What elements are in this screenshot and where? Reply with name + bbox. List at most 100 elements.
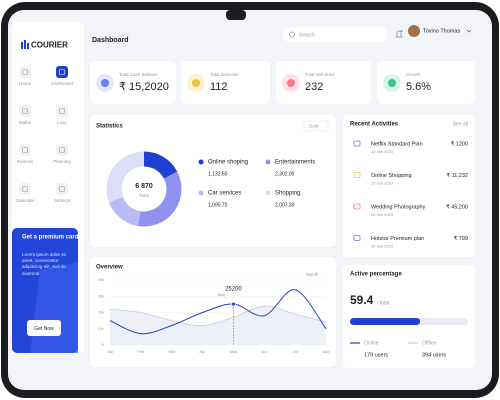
statistics-period-select[interactable] (303, 120, 329, 132)
activity-date: 12 Jan 2023 (371, 149, 394, 154)
line (109, 289, 327, 335)
active-unit: / total (377, 300, 389, 306)
promo-text: Lorem ipsum dolor sit amet, consectetur … (22, 252, 66, 276)
stat-value: 5.6% (406, 81, 431, 93)
activity-name: Online Shopping (371, 173, 412, 179)
nav-icon[interactable] (56, 105, 68, 117)
avatar[interactable] (408, 25, 420, 37)
y-tick-label: 40k (98, 277, 104, 282)
activities-panel (343, 115, 475, 257)
activity-icon (353, 140, 361, 147)
tooltip-value: 25200 (225, 287, 242, 293)
nav-glyph[interactable] (59, 108, 65, 114)
x-tick-label: May (230, 349, 238, 354)
y-tick-label: 20k (98, 310, 104, 315)
online-users: 179 users (364, 352, 388, 358)
nav-label[interactable]: Loan (57, 120, 68, 125)
legend-name: Car services (208, 191, 241, 197)
nav-icon[interactable] (19, 105, 31, 117)
search-placeholder[interactable]: Search (299, 32, 315, 38)
nav-glyph[interactable] (59, 147, 65, 153)
activities-title: Recent Activities (350, 122, 399, 128)
activity-date: 05 Jan 2023 (371, 244, 394, 249)
legend-value: 1,132.50 (208, 171, 228, 177)
stat-card (377, 61, 475, 104)
notification-dot (400, 30, 403, 32)
nav-label[interactable]: Calendar (16, 198, 35, 203)
promo-text-box: Lorem ipsum dolor sit amet, consectetur … (22, 252, 66, 276)
activity-date: 08 Jan 2023 (371, 212, 394, 217)
nav-glyph[interactable] (59, 186, 65, 192)
donut-total: 6 870 (135, 183, 153, 190)
nav-icon[interactable] (56, 66, 68, 78)
logo: COURIER (21, 40, 68, 50)
user-name[interactable]: Tovino Thomas (423, 28, 460, 34)
nav-label[interactable]: Invoices (17, 159, 34, 164)
activity-amount: ₹ 45,200 (446, 203, 468, 210)
user-chevron[interactable] (466, 29, 472, 33)
activities-link[interactable]: See all (453, 121, 468, 127)
offline-users: 394 users (422, 352, 446, 358)
promo-button[interactable] (27, 320, 61, 336)
activity-name: Wedding Photography (371, 204, 426, 210)
active-title: Active percentage (350, 272, 402, 278)
nav-label[interactable]: Home (19, 81, 32, 86)
x-tick-label: Jun (261, 349, 267, 354)
nav-icon[interactable] (19, 144, 31, 156)
stat-label: Total Withdraw (305, 72, 335, 77)
legend-dot (265, 159, 271, 165)
statistics-panel (90, 115, 336, 247)
nav-glyph[interactable] (22, 108, 28, 114)
legend-dot (198, 190, 204, 196)
stat-icon-dot (287, 79, 295, 87)
x-tick-label: Mar (168, 349, 176, 354)
nav-glyph[interactable] (59, 69, 65, 75)
stat-value: 232 (305, 81, 323, 93)
nav-icon[interactable] (19, 183, 31, 195)
nav-icon[interactable] (56, 144, 68, 156)
nav-label[interactable]: Planning (53, 159, 71, 164)
activity-amount: ₹ 11,232 (447, 172, 468, 179)
stat-value: ₹ 15,2020 (119, 81, 169, 93)
legend-name: Entertainments (275, 160, 315, 166)
nav-icon[interactable] (19, 66, 31, 78)
nav-label[interactable]: Wallet (19, 120, 32, 125)
statistics-period[interactable]: Daily (309, 124, 320, 129)
y-tick-label: 0 (102, 342, 105, 347)
offline-label: Offline (422, 340, 437, 346)
camera-notch (226, 10, 246, 20)
nav-glyph[interactable] (22, 147, 28, 153)
activity-name: Netflix Standard Plan (371, 141, 423, 147)
activity-icon (353, 172, 361, 178)
x-tick-label: Apr (199, 349, 206, 354)
search-box[interactable] (283, 27, 387, 42)
legend-dot (198, 159, 204, 165)
activity-amount: ₹ 1200 (451, 140, 468, 147)
promo-button-label[interactable]: Get Now (34, 326, 54, 332)
stat-label: Growth (406, 72, 421, 77)
statistics-title: Statistics (96, 124, 123, 130)
legend-dot (265, 190, 271, 196)
active-value: 59.4 (350, 293, 374, 307)
x-tick-label: Feb (137, 349, 145, 354)
stat-card (181, 61, 270, 104)
x-tick-label: Jul (293, 349, 298, 354)
stat-card (276, 61, 371, 104)
nav-icon[interactable] (56, 183, 68, 195)
activity-date: 10 Jan 2023 (371, 181, 394, 186)
promo-title: Get a premium card (22, 235, 79, 241)
donut-segment (108, 196, 141, 227)
nav-label[interactable]: Settings (54, 198, 71, 203)
legend-value: 1,090.70 (208, 202, 228, 208)
line (109, 305, 327, 326)
nav-glyph[interactable] (22, 69, 28, 75)
bell-icon[interactable] (395, 30, 403, 38)
online-label: Online (364, 340, 379, 346)
donut-segment (143, 151, 178, 180)
y-tick-label: 30k (98, 293, 104, 298)
nav-glyph[interactable] (22, 186, 28, 192)
overview-period[interactable]: Month (306, 272, 319, 277)
nav-label[interactable]: Dashboard (51, 81, 74, 86)
stat-icon-dot (192, 79, 200, 87)
